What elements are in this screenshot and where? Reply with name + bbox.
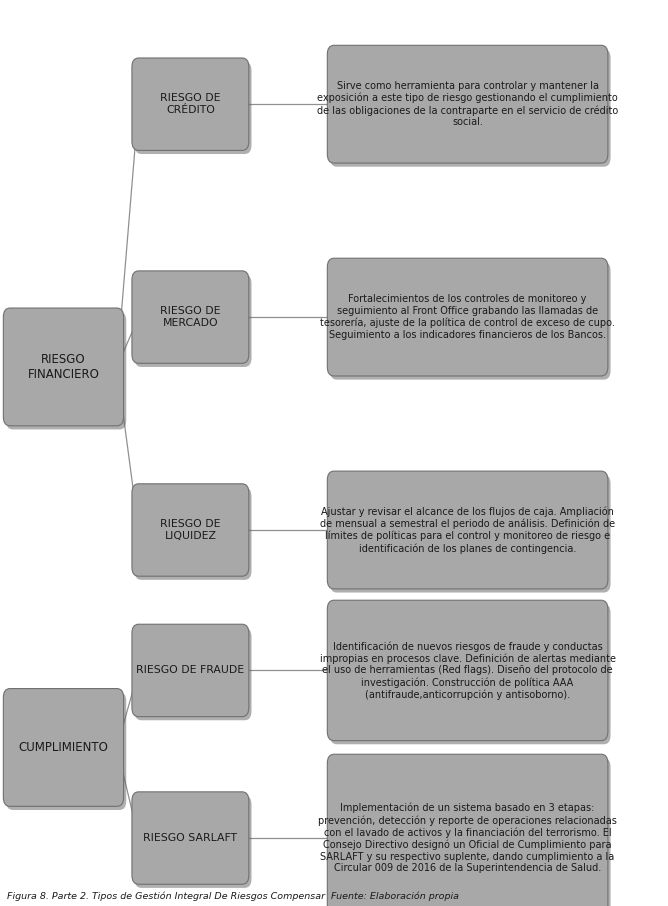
Text: RIESGO DE
LIQUIDEZ: RIESGO DE LIQUIDEZ	[160, 519, 220, 541]
Text: Identificación de nuevos riesgos de fraude y conductas
impropias en procesos cla: Identificación de nuevos riesgos de frau…	[319, 641, 616, 699]
FancyBboxPatch shape	[327, 471, 608, 589]
FancyBboxPatch shape	[134, 795, 251, 888]
FancyBboxPatch shape	[132, 484, 248, 576]
FancyBboxPatch shape	[6, 692, 126, 810]
FancyBboxPatch shape	[330, 49, 611, 167]
FancyBboxPatch shape	[134, 275, 251, 367]
FancyBboxPatch shape	[327, 754, 608, 906]
Text: Implementación de un sistema basado en 3 etapas:
prevención, detección y reporte: Implementación de un sistema basado en 3…	[318, 803, 617, 873]
Text: Ajustar y revisar el alcance de los flujos de caja. Ampliación
de mensual a seme: Ajustar y revisar el alcance de los fluj…	[320, 506, 615, 554]
FancyBboxPatch shape	[3, 308, 124, 426]
FancyBboxPatch shape	[327, 600, 608, 741]
FancyBboxPatch shape	[330, 262, 611, 380]
FancyBboxPatch shape	[330, 475, 611, 593]
FancyBboxPatch shape	[134, 628, 251, 720]
FancyBboxPatch shape	[132, 792, 248, 884]
Text: RIESGO SARLAFT: RIESGO SARLAFT	[144, 833, 237, 843]
Text: RIESGO
FINANCIERO: RIESGO FINANCIERO	[27, 353, 100, 381]
Text: Figura 8. Parte 2. Tipos de Gestión Integral De Riesgos Compensar  Fuente: Elabo: Figura 8. Parte 2. Tipos de Gestión Inte…	[7, 892, 459, 901]
FancyBboxPatch shape	[3, 689, 124, 806]
FancyBboxPatch shape	[132, 271, 248, 363]
FancyBboxPatch shape	[134, 62, 251, 154]
FancyBboxPatch shape	[6, 312, 126, 429]
Text: CUMPLIMIENTO: CUMPLIMIENTO	[19, 741, 108, 754]
Text: RIESGO DE FRAUDE: RIESGO DE FRAUDE	[136, 665, 244, 676]
FancyBboxPatch shape	[330, 757, 611, 906]
FancyBboxPatch shape	[132, 624, 248, 717]
FancyBboxPatch shape	[327, 45, 608, 163]
FancyBboxPatch shape	[134, 487, 251, 580]
Text: RIESGO DE
CRÉDITO: RIESGO DE CRÉDITO	[160, 93, 220, 115]
Text: Sirve como herramienta para controlar y mantener la
exposición a este tipo de ri: Sirve como herramienta para controlar y …	[317, 82, 618, 127]
Text: Fortalecimientos de los controles de monitoreo y
seguimiento al Front Office gra: Fortalecimientos de los controles de mon…	[320, 294, 615, 340]
FancyBboxPatch shape	[132, 58, 248, 150]
Text: RIESGO DE
MERCADO: RIESGO DE MERCADO	[160, 306, 220, 328]
FancyBboxPatch shape	[327, 258, 608, 376]
FancyBboxPatch shape	[330, 603, 611, 745]
